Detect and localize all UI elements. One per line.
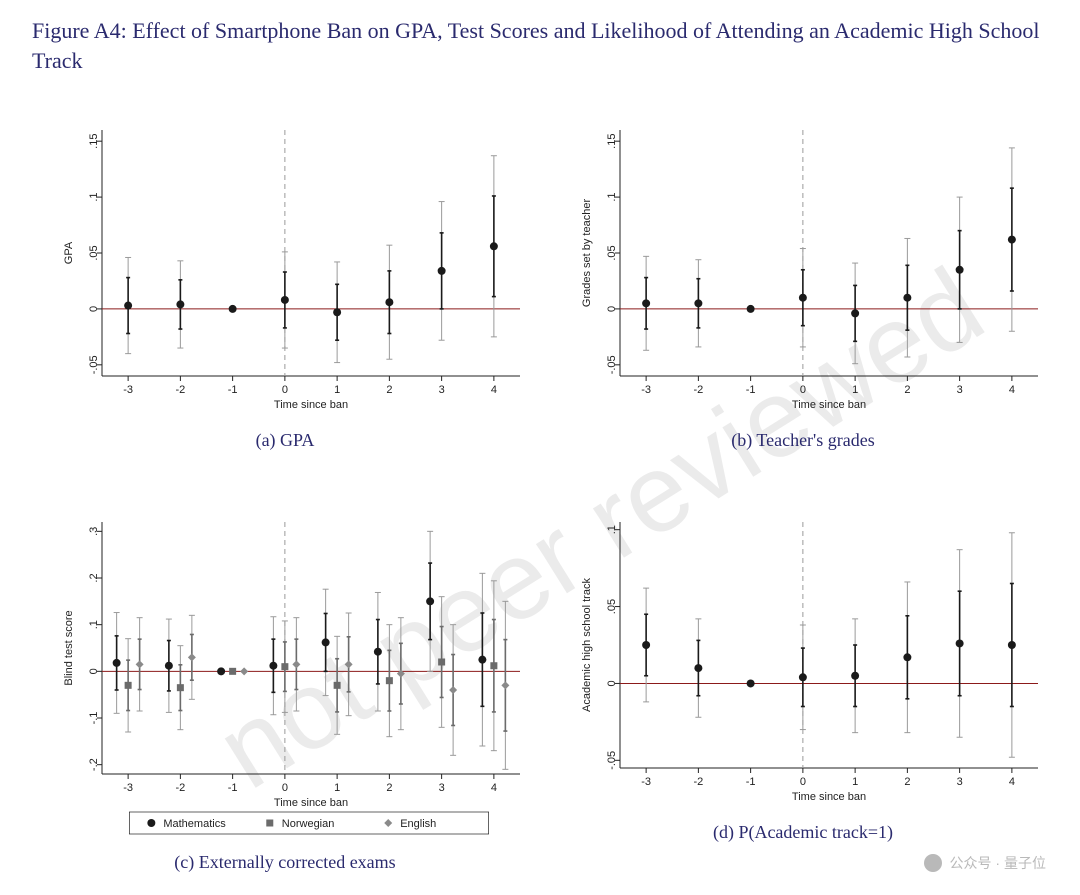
svg-text:Time since ban: Time since ban [792, 791, 866, 803]
svg-text:.1: .1 [88, 192, 100, 201]
svg-text:-.05: -.05 [606, 355, 618, 374]
svg-text:-1: -1 [228, 782, 238, 794]
svg-text:Norwegian: Norwegian [282, 818, 335, 830]
svg-text:3: 3 [957, 776, 963, 788]
svg-text:.3: .3 [88, 526, 100, 535]
svg-text:-.2: -.2 [88, 758, 100, 771]
caption-d: (d) P(Academic track=1) [558, 822, 1048, 843]
svg-text:1: 1 [852, 384, 858, 396]
svg-text:4: 4 [491, 782, 497, 794]
panel-d: -.05 0 .05 .1 Academic high school track -3 -2… [558, 512, 1048, 876]
svg-text:.15: .15 [606, 134, 618, 149]
svg-text:-3: -3 [641, 776, 651, 788]
svg-text:4: 4 [1009, 776, 1015, 788]
svg-text:2: 2 [904, 776, 910, 788]
svg-text:Time since ban: Time since ban [274, 797, 348, 809]
caption-c: (c) Externally corrected exams [40, 852, 530, 873]
svg-text:.1: .1 [88, 620, 100, 629]
svg-text:Blind test score: Blind test score [63, 610, 75, 685]
svg-text:0: 0 [606, 306, 618, 312]
svg-text:0: 0 [88, 668, 100, 674]
caption-a: (a) GPA [40, 430, 530, 451]
svg-text:English: English [400, 818, 436, 830]
panel-c: -.2 -.1 0 .1 .2 .3 Blind test score -3 -2 -1 0 1 2 3 4… [40, 512, 530, 876]
panels-grid: -.05 0 .05 .1 .15 GPA -3 -2 -1 0 1 2 3 4 Time since ba… [40, 120, 1040, 875]
svg-text:-3: -3 [123, 384, 133, 396]
svg-text:0: 0 [800, 384, 806, 396]
svg-text:-1: -1 [228, 384, 238, 396]
panel-a: -.05 0 .05 .1 .15 GPA -3 -2 -1 0 1 2 3 4 Time since ba… [40, 120, 530, 484]
svg-text:0: 0 [800, 776, 806, 788]
svg-text:3: 3 [439, 384, 445, 396]
svg-text:-.05: -.05 [606, 750, 618, 769]
svg-text:-2: -2 [693, 776, 703, 788]
svg-text:.05: .05 [606, 598, 618, 613]
svg-text:-.05: -.05 [88, 355, 100, 374]
svg-text:.1: .1 [606, 525, 618, 534]
caption-b: (b) Teacher's grades [558, 430, 1048, 451]
svg-text:0: 0 [282, 384, 288, 396]
svg-text:-2: -2 [175, 782, 185, 794]
svg-text:1: 1 [334, 384, 340, 396]
svg-text:1: 1 [334, 782, 340, 794]
svg-text:3: 3 [439, 782, 445, 794]
svg-text:3: 3 [957, 384, 963, 396]
panel-b: -.05 0 .05 .1 .15 Grades set by teacher -3 -2 -1… [558, 120, 1048, 484]
svg-text:-1: -1 [746, 384, 756, 396]
svg-text:-.1: -.1 [88, 711, 100, 724]
svg-text:Mathematics: Mathematics [163, 818, 226, 830]
svg-text:0: 0 [606, 680, 618, 686]
svg-text:.05: .05 [88, 245, 100, 260]
svg-text:-1: -1 [746, 776, 756, 788]
svg-text:0: 0 [282, 782, 288, 794]
source-watermark: 公众号 · 量子位 [924, 853, 1046, 873]
svg-text:.2: .2 [88, 573, 100, 582]
svg-text:-3: -3 [123, 782, 133, 794]
source-text: 公众号 · 量子位 [950, 853, 1046, 873]
svg-text:2: 2 [904, 384, 910, 396]
svg-text:Academic high school track: Academic high school track [581, 577, 593, 711]
figure-title: Figure A4: Effect of Smartphone Ban on G… [32, 16, 1048, 75]
svg-text:2: 2 [386, 384, 392, 396]
svg-text:0: 0 [88, 306, 100, 312]
svg-text:1: 1 [852, 776, 858, 788]
svg-text:.05: .05 [606, 245, 618, 260]
svg-text:-2: -2 [693, 384, 703, 396]
svg-text:Time since ban: Time since ban [274, 399, 348, 411]
svg-text:4: 4 [1009, 384, 1015, 396]
svg-text:4: 4 [491, 384, 497, 396]
svg-text:Grades set by teacher: Grades set by teacher [581, 199, 593, 308]
svg-text:Time since ban: Time since ban [792, 399, 866, 411]
svg-text:.1: .1 [606, 192, 618, 201]
source-icon [924, 854, 942, 872]
svg-text:GPA: GPA [63, 241, 75, 264]
svg-text:.15: .15 [88, 134, 100, 149]
svg-text:-2: -2 [175, 384, 185, 396]
svg-text:2: 2 [386, 782, 392, 794]
svg-text:-3: -3 [641, 384, 651, 396]
